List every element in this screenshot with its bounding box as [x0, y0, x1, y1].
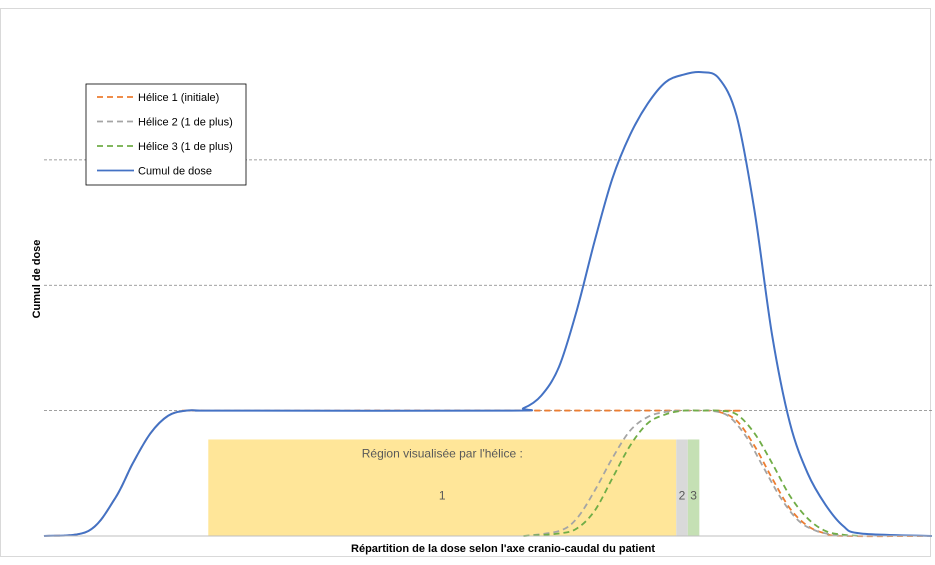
region-label-3: 3	[690, 488, 697, 502]
legend: Hélice 1 (initiale) Hélice 2 (1 de plus) H…	[85, 83, 247, 186]
series-line-2	[523, 409, 853, 537]
region-3-band	[687, 439, 700, 536]
legend-label-4: Cumul de dose	[138, 166, 212, 178]
legend-label-2: Hélice 2 (1 de plus)	[138, 117, 233, 129]
region-1-band	[208, 439, 677, 536]
series-layer	[43, 71, 933, 538]
series-line-3	[523, 409, 862, 537]
region-title: Région visualisée par l'hélice :	[362, 446, 523, 460]
region-label-1: 1	[439, 488, 446, 502]
legend-label-3: Hélice 3 (1 de plus)	[138, 141, 233, 153]
legend-box	[85, 83, 247, 186]
y-axis-label: Cumul de dose	[31, 240, 43, 319]
region-label-2: 2	[679, 488, 686, 502]
x-axis-label: Répartition de la dose selon l'axe crani…	[351, 543, 655, 555]
regions-layer	[208, 439, 700, 536]
region-2-band	[676, 439, 688, 536]
legend-label-1: Hélice 1 (initiale)	[138, 92, 219, 104]
series-line-4	[43, 71, 933, 537]
